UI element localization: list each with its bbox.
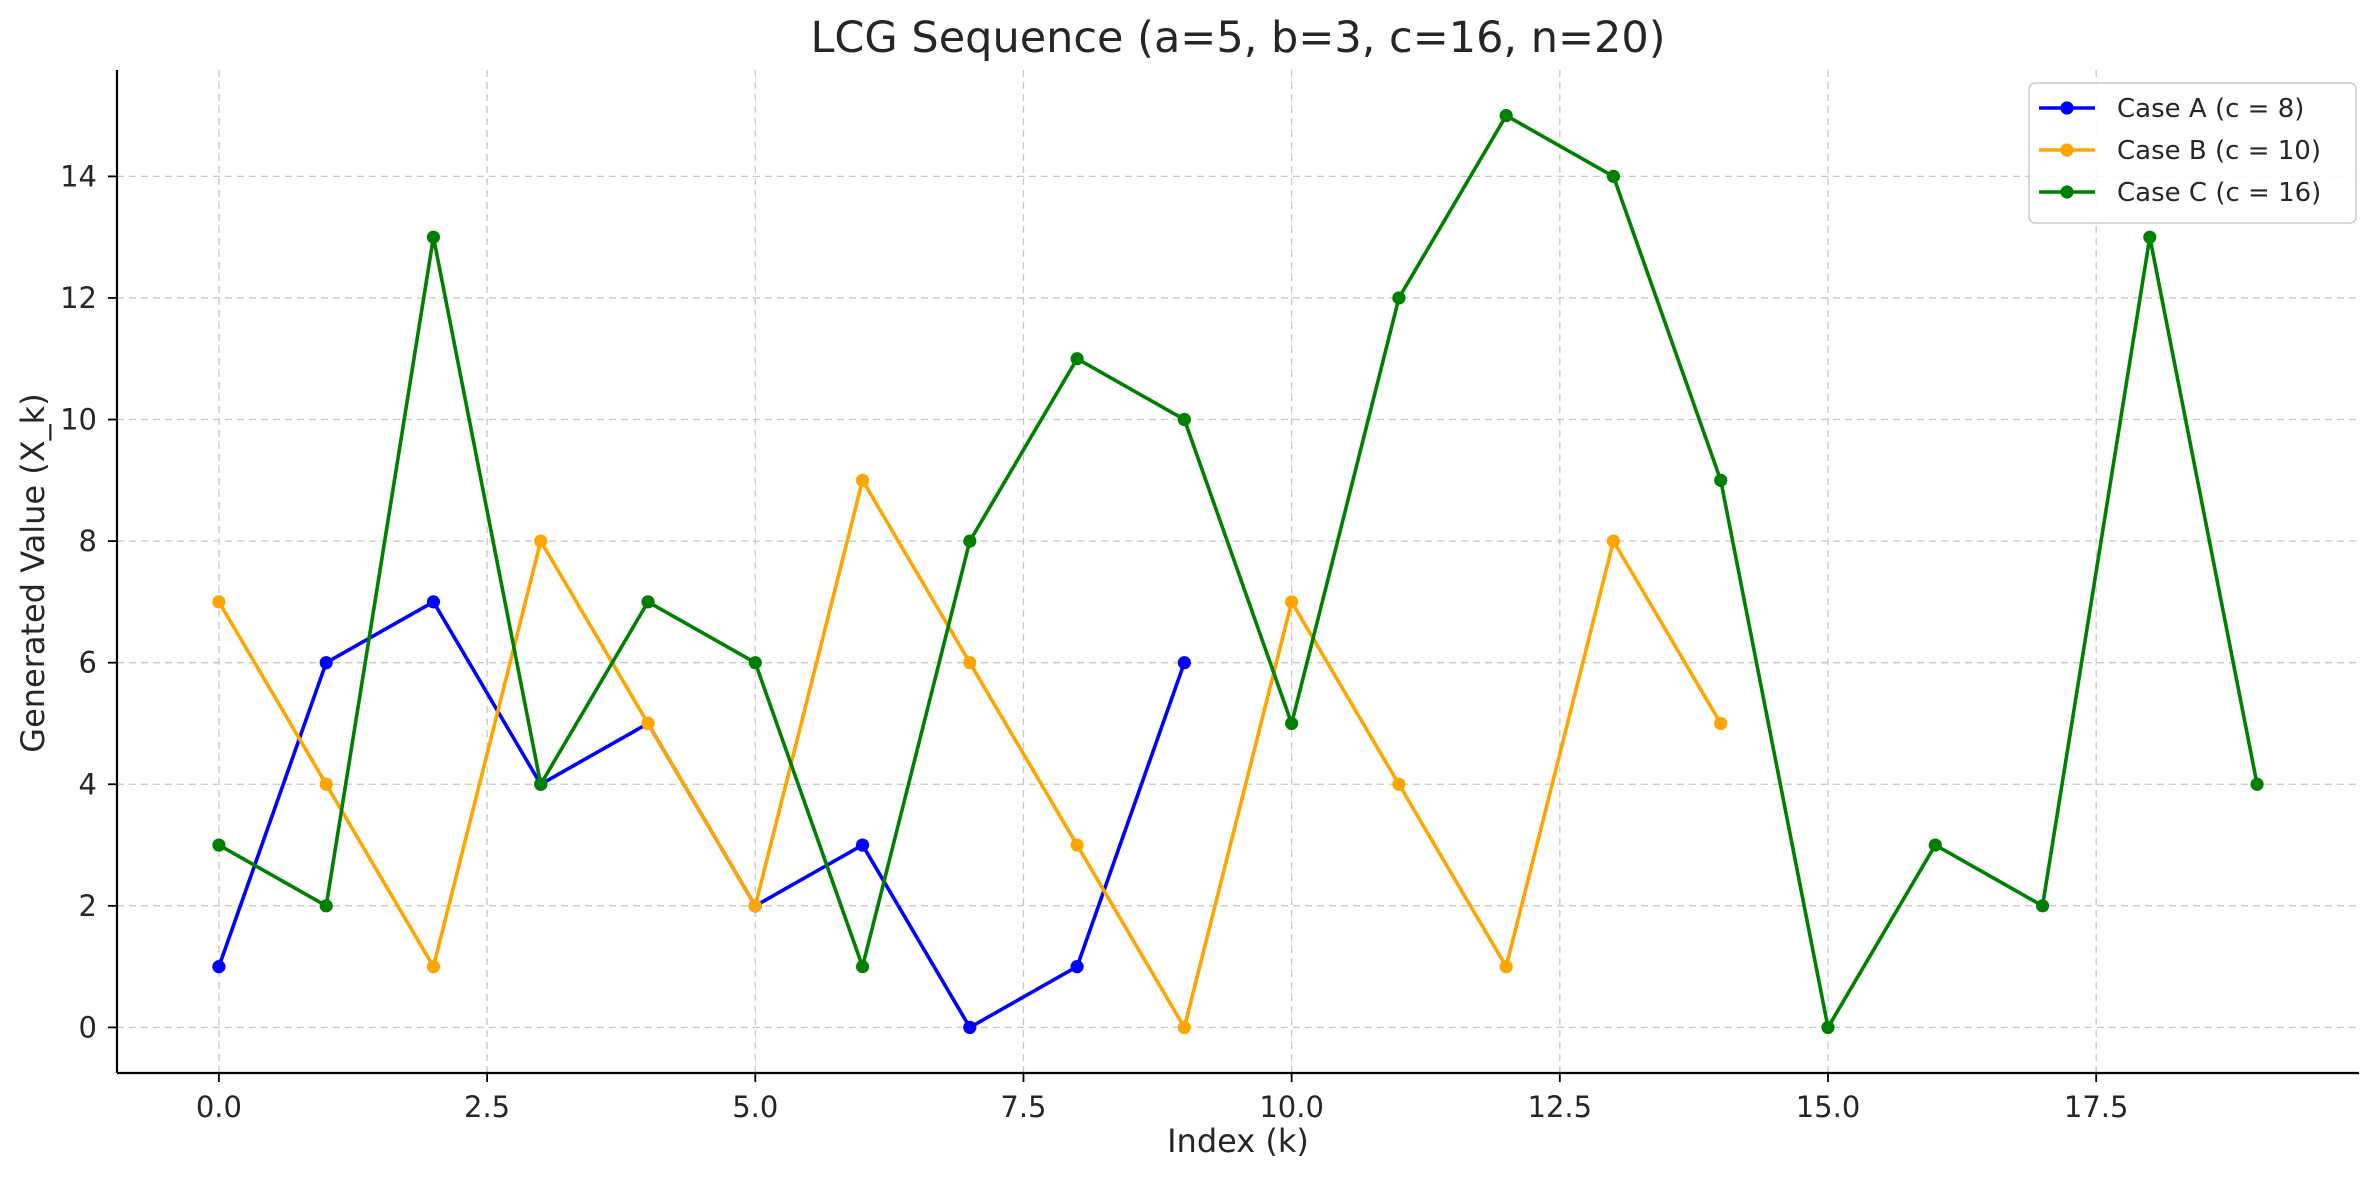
data-point xyxy=(748,656,762,670)
y-tick-label: 0 xyxy=(79,1010,97,1044)
data-point xyxy=(963,534,977,548)
data-point xyxy=(963,1020,977,1035)
data-point xyxy=(855,960,870,974)
grid xyxy=(117,70,2359,1073)
data-point xyxy=(1606,534,1621,548)
legend-label: Case C (c = 16) xyxy=(2117,178,2321,208)
data-point xyxy=(319,656,333,670)
x-tick-label: 17.5 xyxy=(2064,1090,2129,1124)
chart-title: LCG Sequence (a=5, b=3, c=16, n=20) xyxy=(810,13,1665,63)
data-point xyxy=(1606,169,1621,183)
x-tick-label: 10.0 xyxy=(1259,1090,1324,1124)
legend-box xyxy=(2028,82,2357,224)
data-point xyxy=(2035,899,2050,913)
data-point xyxy=(1714,473,1728,487)
y-tick-label: 8 xyxy=(79,524,97,558)
x-tick-label: 0.0 xyxy=(196,1090,242,1124)
legend-item: Case C (c = 16) xyxy=(2039,178,2321,208)
y-tick-label: 14 xyxy=(60,159,97,193)
y-tick-label: 2 xyxy=(79,889,97,923)
data-point xyxy=(212,960,226,974)
data-point xyxy=(1499,108,1513,123)
legend-swatch-marker xyxy=(2060,185,2074,199)
data-point xyxy=(2250,777,2264,791)
data-point xyxy=(963,656,977,670)
data-point xyxy=(212,595,226,609)
data-point xyxy=(1177,412,1191,427)
series-b xyxy=(212,473,1728,1035)
legend-item: Case B (c = 10) xyxy=(2039,136,2321,166)
data-point xyxy=(1285,595,1299,609)
legend-swatch-marker xyxy=(2060,143,2074,157)
axes: 0.0 2.5 5.0 7.5 10.0 12.5 15.0 17.5 0 2 4 6 8 10 12 14 xyxy=(60,70,2359,1124)
data-point xyxy=(1714,716,1728,731)
x-tick-label: 15.0 xyxy=(1796,1090,1861,1124)
y-axis-label: Generated Value (X_k) xyxy=(14,393,52,752)
x-tick-label: 12.5 xyxy=(1528,1090,1593,1124)
legend: Case A (c = 8) Case B (c = 10) Case C (c =… xyxy=(2028,82,2357,224)
data-point xyxy=(1392,291,1406,305)
data-point xyxy=(426,230,441,244)
legend-label: Case A (c = 8) xyxy=(2117,94,2304,124)
series-lines xyxy=(212,108,2264,1035)
x-axis-label: Index (k) xyxy=(1167,1122,1309,1160)
data-point xyxy=(426,595,441,609)
data-point xyxy=(1177,656,1191,670)
x-tick-label: 7.5 xyxy=(1000,1090,1046,1124)
x-tick-label: 5.0 xyxy=(732,1090,778,1124)
y-tick-label: 4 xyxy=(79,767,97,801)
data-point xyxy=(2143,230,2157,244)
data-point xyxy=(855,838,870,852)
data-point xyxy=(1499,960,1513,974)
legend-swatch-marker xyxy=(2060,101,2074,115)
data-point xyxy=(534,777,548,791)
data-point xyxy=(319,899,333,913)
series-c xyxy=(212,108,2264,1035)
data-point xyxy=(855,473,870,487)
data-point xyxy=(319,777,333,791)
data-point xyxy=(212,838,226,852)
data-point xyxy=(1821,1020,1835,1035)
data-point xyxy=(641,716,655,731)
data-point xyxy=(534,534,548,548)
data-point xyxy=(1070,960,1084,974)
data-point xyxy=(1070,838,1084,852)
y-tick-label: 6 xyxy=(79,646,97,680)
legend-item: Case A (c = 8) xyxy=(2039,94,2304,124)
series-line xyxy=(217,113,2259,1030)
legend-label: Case B (c = 10) xyxy=(2117,136,2321,166)
data-point xyxy=(426,960,441,974)
data-point xyxy=(1177,1020,1191,1035)
data-point xyxy=(748,899,762,913)
x-tick-label: 2.5 xyxy=(464,1090,510,1124)
data-point xyxy=(1070,352,1084,366)
data-point xyxy=(1928,838,1942,852)
data-point xyxy=(1392,777,1406,791)
data-point xyxy=(1285,716,1299,731)
data-point xyxy=(641,595,655,609)
series-line xyxy=(217,478,1723,1030)
y-tick-label: 12 xyxy=(60,281,97,315)
y-tick-label: 10 xyxy=(60,403,97,437)
